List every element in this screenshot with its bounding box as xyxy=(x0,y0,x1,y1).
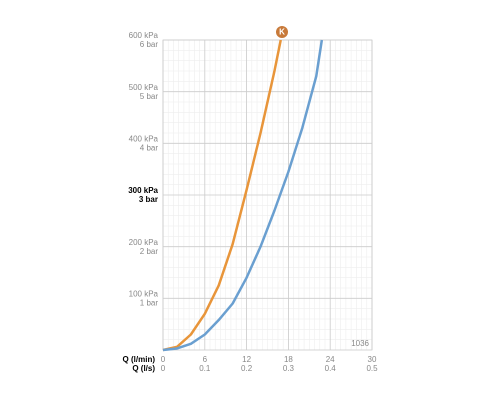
y-tick-label: 300 kPa xyxy=(128,186,158,195)
y-tick-label: 500 kPa xyxy=(129,83,159,92)
x2-tick-label: 0.5 xyxy=(366,364,378,373)
marker-icon: K xyxy=(276,26,288,38)
y-tick-label: 600 kPa xyxy=(129,31,159,40)
x-axis-label: Q (l/min) xyxy=(123,355,156,364)
y-tick-label: 200 kPa xyxy=(129,238,159,247)
y-tick-label: 100 kPa xyxy=(129,289,159,298)
y2-tick-label: 5 bar xyxy=(140,92,159,101)
y2-tick-label: 3 bar xyxy=(139,195,158,204)
x-tick-label: 24 xyxy=(326,355,335,364)
y2-tick-label: 1 bar xyxy=(140,298,159,307)
x2-tick-label: 0 xyxy=(161,364,166,373)
x-tick-label: 12 xyxy=(242,355,251,364)
line-series xyxy=(162,39,324,352)
x2-tick-label: 0.4 xyxy=(325,364,337,373)
x-tick-label: 18 xyxy=(284,355,293,364)
y-tick-label: 400 kPa xyxy=(129,134,159,143)
x-tick-label: 30 xyxy=(368,355,377,364)
y2-tick-label: 4 bar xyxy=(140,143,159,152)
x2-tick-label: 0.2 xyxy=(241,364,253,373)
y2-tick-label: 2 bar xyxy=(140,247,159,256)
x2-tick-label: 0.3 xyxy=(283,364,295,373)
x2-axis-label: Q (l/s) xyxy=(132,364,155,373)
x2-tick-label: 0.1 xyxy=(199,364,211,373)
line-series xyxy=(162,39,282,352)
x-tick-label: 0 xyxy=(161,355,166,364)
svg-text:K: K xyxy=(279,28,285,37)
x-tick-label: 6 xyxy=(203,355,208,364)
y2-tick-label: 6 bar xyxy=(140,40,159,49)
plot: 0 6 12 18 24 30 0 0.1 0.2 0.3 0.4 0.5 Q (l/min)Q (l/… xyxy=(123,31,379,373)
annotation: 1036 xyxy=(351,339,369,348)
